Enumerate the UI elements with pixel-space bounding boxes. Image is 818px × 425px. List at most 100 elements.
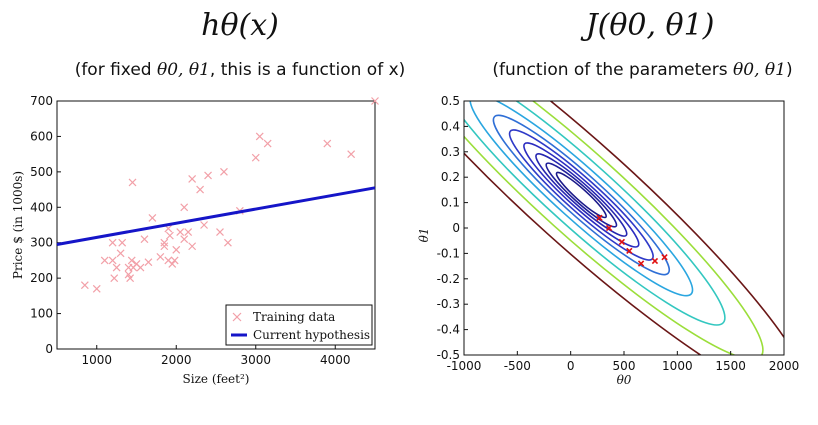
left-y-tick-label: 0 [45, 342, 53, 356]
left-y-tick-label: 600 [30, 129, 53, 143]
left-x-tick-label: 1000 [81, 353, 112, 367]
training-data-point [224, 238, 232, 247]
left-x-axis-label: Size (feet²) [183, 372, 250, 386]
left-y-tick-label: 200 [30, 271, 53, 285]
left-y-tick-label: 400 [30, 200, 53, 214]
legend-training-label: Training data [253, 310, 335, 324]
left-x-tick-label: 2000 [161, 353, 192, 367]
descent-path-point [651, 257, 659, 265]
training-data-point [263, 139, 272, 148]
left-y-tick-label: 500 [30, 165, 53, 179]
contour-level-9 [464, 101, 764, 355]
left-legend: Training data Current hypothesis [225, 304, 373, 346]
right-subtitle-math: θ0, θ1 [733, 60, 786, 80]
training-data-point [180, 203, 189, 212]
left-y-axis-label: Price $ (in 1000s) [11, 171, 25, 279]
descent-path-point [637, 260, 645, 267]
training-data-points [80, 97, 379, 293]
left-chart-subtitle: (for fixed θ0, θ1, this is a function of… [20, 60, 460, 80]
contour-level-2 [545, 162, 618, 228]
right-y-tick-label: 0.4 [441, 119, 460, 133]
descent-path-points [596, 214, 668, 267]
right-x-tick-label: 500 [613, 359, 636, 373]
left-y-tick-label: 300 [30, 236, 53, 250]
right-y-tick-label: 0.3 [441, 145, 460, 159]
training-data-point [116, 249, 125, 258]
training-data-point [128, 178, 137, 187]
right-chart-subtitle: (function of the parameters θ0, θ1) [470, 60, 815, 80]
training-data-point [188, 175, 197, 183]
training-data-point [255, 132, 264, 141]
training-data-point [112, 263, 121, 272]
right-x-axis-label: θ0 [617, 373, 632, 387]
training-data-point [160, 238, 169, 247]
right-axis-ticks: -1000 -500 0 500 1000 1500 2000 -0.5 -0.4 -0.3 -0.… [437, 94, 800, 373]
training-data-point [156, 252, 165, 261]
training-data-point [100, 256, 109, 265]
right-x-tick-label: 2000 [769, 359, 800, 373]
contour-level-6 [492, 114, 671, 276]
training-data-point [204, 171, 212, 180]
descent-path-point [661, 254, 668, 261]
training-data-point [127, 256, 136, 265]
training-data-point [140, 235, 149, 244]
contour-lines [464, 101, 784, 355]
hypothesis-line [56, 186, 376, 246]
right-y-tick-label: 0.1 [441, 196, 460, 210]
right-x-tick-label: -500 [504, 359, 531, 373]
training-data-point [92, 284, 101, 293]
contour-level-7 [469, 101, 694, 297]
training-data-point [108, 238, 117, 247]
training-data-point [180, 235, 189, 244]
training-data-point [108, 256, 117, 265]
right-y-tick-label: 0.5 [441, 94, 460, 108]
training-data-point [323, 139, 332, 148]
training-data-point [170, 256, 179, 265]
training-data-point [220, 167, 228, 176]
training-data-point [144, 258, 153, 267]
training-data-point [200, 221, 208, 229]
legend-training-marker [232, 312, 242, 322]
right-x-tick-label: -1000 [447, 359, 482, 373]
right-y-tick-label: -0.2 [437, 272, 460, 286]
training-data-point [80, 281, 89, 290]
right-y-tick-label: -0.5 [437, 348, 460, 362]
training-data-point [184, 228, 193, 237]
legend-box [225, 304, 373, 346]
right-y-tick-label: -0.4 [437, 323, 460, 337]
right-y-tick-label: 0.2 [441, 170, 460, 184]
left-subtitle-suffix: , this is a function of x) [209, 60, 406, 80]
legend-hypothesis-label: Current hypothesis [253, 328, 370, 342]
left-y-tick-label: 700 [30, 94, 53, 108]
descent-path-point [596, 214, 603, 222]
right-contour-plot: -1000 -500 0 500 1000 1500 2000 -0.5 -0.4 -0.3 -0.… [417, 94, 800, 387]
right-x-tick-label: 1500 [715, 359, 746, 373]
training-data-point [168, 260, 177, 268]
right-subtitle-prefix: (function of the parameters [492, 60, 734, 80]
right-y-tick-label: 0 [452, 221, 460, 235]
training-data-point [136, 263, 145, 272]
left-x-tick-label: 3000 [240, 353, 271, 367]
training-data-point [216, 228, 224, 237]
descent-path-point [618, 238, 626, 246]
contour-level-1 [555, 171, 607, 219]
training-data-point [118, 238, 127, 247]
training-data-point [188, 242, 197, 251]
contour-level-10 [464, 101, 784, 355]
contour-level-8 [464, 101, 726, 326]
left-subtitle-math: θ0, θ1 [157, 60, 210, 80]
left-y-tick-label: 100 [30, 307, 53, 321]
training-data-point [371, 97, 379, 105]
left-scatter-plot: 1000 2000 3000 4000 0 100 200 300 400 500 600 700 S… [11, 94, 379, 386]
training-data-point [148, 213, 157, 222]
training-data-point [160, 242, 169, 251]
training-data-point [172, 245, 181, 254]
left-subtitle-prefix: (for fixed [74, 60, 157, 80]
descent-path-point [626, 247, 633, 255]
left-x-tick-label: 4000 [320, 353, 351, 367]
training-data-point [176, 228, 185, 237]
contour-level-4 [523, 142, 640, 248]
left-axis-ticks: 1000 2000 3000 4000 0 100 200 300 400 500 600 700 [30, 94, 350, 367]
training-data-point [165, 231, 174, 240]
